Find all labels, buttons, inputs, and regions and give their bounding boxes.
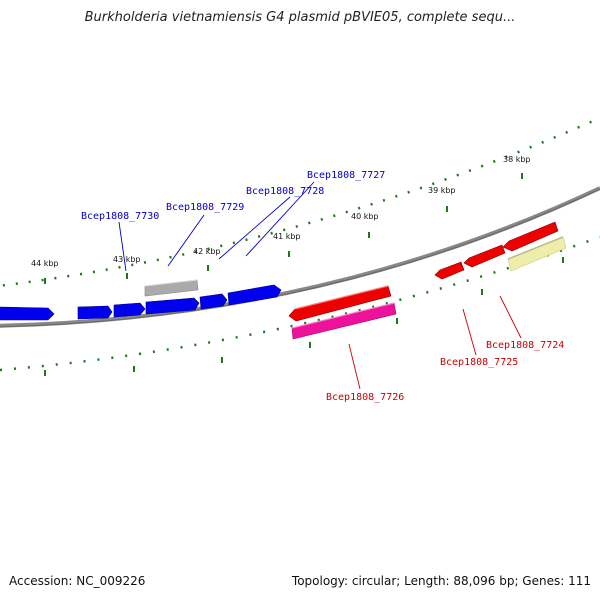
- outer-tick-ring: [0, 116, 600, 288]
- gene-arrow[interactable]: [0, 306, 55, 321]
- gene-block-gray[interactable]: [144, 279, 199, 297]
- kbp-label-39: 39 kbp: [428, 186, 456, 195]
- gene-label-7730[interactable]: Bcep1808_7730: [81, 211, 159, 222]
- gene-label-7725[interactable]: Bcep1808_7725: [440, 357, 518, 368]
- gene-arrow[interactable]: [199, 293, 228, 310]
- plasmid-backbone: [0, 186, 600, 328]
- forward-leader-lines: [118, 181, 315, 272]
- gene-label-7727[interactable]: Bcep1808_7727: [307, 170, 385, 181]
- map-title: Burkholderia vietnamiensis G4 plasmid pB…: [84, 10, 516, 25]
- gene-arrow[interactable]: [145, 297, 200, 315]
- topology-summary-text: Topology: circular; Length: 88,096 bp; G…: [291, 574, 591, 588]
- kbp-label-38: 38 kbp: [503, 155, 531, 164]
- gene-arrow-reverse[interactable]: [502, 221, 559, 252]
- accession-text: Accession: NC_009226: [9, 574, 146, 588]
- kbp-label-40: 40 kbp: [351, 212, 379, 221]
- inner-major-ticks: [44, 257, 564, 376]
- outer-major-ticks: [44, 173, 523, 284]
- gene-arrow[interactable]: [113, 302, 146, 318]
- gene-arrow-reverse[interactable]: [463, 244, 506, 268]
- kbp-label-44: 44 kbp: [31, 259, 59, 268]
- gene-arrow-reverse[interactable]: [434, 261, 465, 280]
- gene-label-7724[interactable]: Bcep1808_7724: [486, 340, 564, 351]
- gene-label-7728[interactable]: Bcep1808_7728: [246, 186, 324, 197]
- kbp-label-43: 43 kbp: [113, 255, 141, 264]
- inner-tick-ring: [0, 235, 600, 372]
- gene-arrow[interactable]: [227, 284, 282, 306]
- gene-label-7726[interactable]: Bcep1808_7726: [326, 392, 404, 403]
- reverse-leader-lines: [348, 295, 522, 390]
- gene-arrow[interactable]: [77, 305, 113, 320]
- kbp-label-42: 42 kbp: [193, 247, 221, 256]
- forward-genes: [0, 279, 282, 321]
- reverse-genes: [288, 221, 567, 340]
- gene-label-7729[interactable]: Bcep1808_7729: [166, 202, 244, 213]
- kbp-label-41: 41 kbp: [273, 232, 301, 241]
